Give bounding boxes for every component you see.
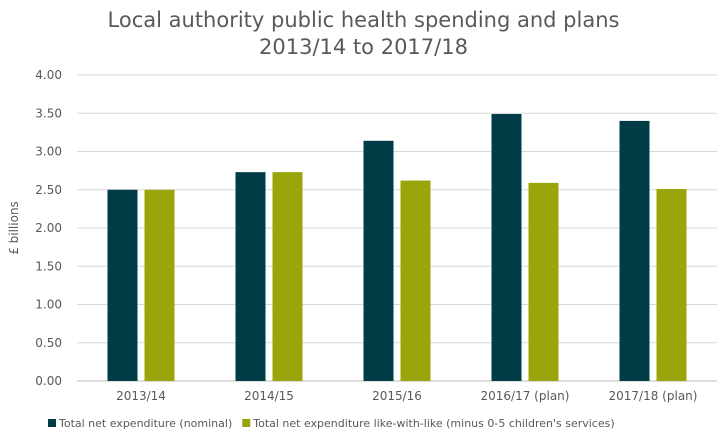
legend-label-2: Total net expenditure like-with-like (mi… (252, 417, 614, 430)
bar-series-1-4 (491, 114, 522, 381)
x-tick-label: 2014/15 (244, 389, 294, 403)
bar-series-2-3 (400, 180, 431, 381)
x-tick-label: 2017/18 (plan) (609, 389, 698, 403)
y-tick-label: 1.00 (35, 298, 62, 312)
chart-subtitle: 2013/14 to 2017/18 (259, 35, 468, 59)
bar-series-2-2 (272, 172, 303, 381)
bar-series-1-5 (619, 120, 650, 382)
y-tick-label: 4.00 (35, 68, 62, 82)
chart-title: Local authority public health spending a… (107, 8, 620, 32)
y-tick-label: 1.50 (35, 259, 62, 273)
y-tick-label: 0.00 (35, 374, 62, 388)
y-tick-label: 2.50 (35, 183, 62, 197)
legend-swatch-1 (48, 419, 56, 427)
x-tick-label: 2013/14 (116, 389, 166, 403)
legend-swatch-2 (242, 419, 251, 427)
y-tick-label: 0.50 (35, 336, 62, 350)
y-axis-label: £ billions (7, 201, 21, 255)
bar-series-1-3 (363, 140, 394, 381)
bar-series-2-5 (656, 188, 687, 381)
legend-label-1: Total net expenditure (nominal) (58, 417, 232, 430)
x-tick-label: 2016/17 (plan) (481, 389, 570, 403)
bar-series-2-4 (528, 182, 559, 381)
y-tick-label: 3.00 (35, 145, 62, 159)
y-tick-label: 2.00 (35, 221, 62, 235)
y-tick-label: 3.50 (35, 106, 62, 120)
bar-series-2-1 (144, 189, 175, 381)
bar-series-1-1 (107, 189, 138, 381)
x-tick-label: 2015/16 (372, 389, 422, 403)
bar-series-1-2 (235, 172, 266, 381)
